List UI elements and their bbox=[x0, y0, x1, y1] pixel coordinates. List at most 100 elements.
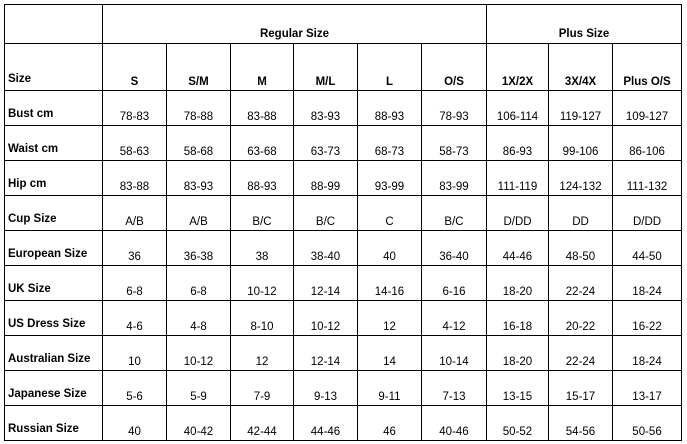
size-column-header: O/S bbox=[421, 43, 487, 91]
table-cell: 12 bbox=[230, 335, 294, 371]
size-column-header: 1X/2X bbox=[486, 43, 549, 91]
row-label: Cup Size bbox=[4, 195, 103, 231]
table-row: Japanese Size 5-6 5-9 7-9 9-13 9-11 7-13 13-15 1… bbox=[4, 370, 683, 406]
size-column-header: Plus O/S bbox=[611, 43, 683, 91]
table-row: Russian Size 40 40-42 42-44 44-46 46 40-46 50-5… bbox=[4, 405, 683, 441]
table-row: UK Size 6-8 6-8 10-12 12-14 14-16 6-16 18-20 22-… bbox=[4, 265, 683, 301]
table-cell: 86-106 bbox=[611, 125, 683, 161]
table-cell: 63-68 bbox=[230, 125, 294, 161]
table-row: Bust cm 78-83 78-88 83-88 83-93 88-93 78-93 106… bbox=[4, 90, 683, 126]
table-cell: 40 bbox=[357, 230, 422, 266]
table-cell: 54-56 bbox=[548, 405, 613, 441]
table-cell: 6-16 bbox=[421, 265, 487, 301]
table-cell: 36-38 bbox=[166, 230, 231, 266]
table-cell: 88-99 bbox=[293, 160, 358, 196]
table-cell: 111-132 bbox=[611, 160, 683, 196]
table-cell: 7-9 bbox=[230, 370, 294, 406]
row-label: European Size bbox=[4, 230, 103, 266]
table-cell: DD bbox=[548, 195, 613, 231]
table-cell: 12-14 bbox=[293, 265, 358, 301]
size-column-header: M bbox=[230, 43, 294, 91]
table-row: European Size 36 36-38 38 38-40 40 36-40 44-46 4… bbox=[4, 230, 683, 266]
table-cell: B/C bbox=[421, 195, 487, 231]
table-cell: 83-99 bbox=[421, 160, 487, 196]
row-label: US Dress Size bbox=[4, 300, 103, 336]
table-cell: 5-6 bbox=[102, 370, 167, 406]
table-cell: 16-18 bbox=[486, 300, 549, 336]
table-cell: 12-14 bbox=[293, 335, 358, 371]
table-cell: 7-13 bbox=[421, 370, 487, 406]
table-cell: 6-8 bbox=[102, 265, 167, 301]
table-cell: 14-16 bbox=[357, 265, 422, 301]
table-row: Australian Size 10 10-12 12 12-14 14 10-14 18-2… bbox=[4, 335, 683, 371]
table-cell: 20-22 bbox=[548, 300, 613, 336]
table-cell: 44-50 bbox=[611, 230, 683, 266]
table-cell: 38 bbox=[230, 230, 294, 266]
table-cell: 38-40 bbox=[293, 230, 358, 266]
table-cell: 99-106 bbox=[548, 125, 613, 161]
row-label: Australian Size bbox=[4, 335, 103, 371]
table-cell: 106-114 bbox=[486, 90, 549, 126]
table-cell: B/C bbox=[230, 195, 294, 231]
table-cell: 10-12 bbox=[293, 300, 358, 336]
table-cell: 40 bbox=[102, 405, 167, 441]
table-cell: 111-119 bbox=[486, 160, 549, 196]
table-cell: B/C bbox=[293, 195, 358, 231]
size-header-row: Size S S/M M M/L L O/S 1X/2X 3X/4X Plus O/S bbox=[4, 43, 683, 91]
table-cell: 40-42 bbox=[166, 405, 231, 441]
table-cell: 18-20 bbox=[486, 335, 549, 371]
table-cell: 58-63 bbox=[102, 125, 167, 161]
table-cell: 88-93 bbox=[230, 160, 294, 196]
table-cell: 5-9 bbox=[166, 370, 231, 406]
table-cell: 36 bbox=[102, 230, 167, 266]
row-label: Bust cm bbox=[4, 90, 103, 126]
row-label: Japanese Size bbox=[4, 370, 103, 406]
table-cell: 15-17 bbox=[548, 370, 613, 406]
table-cell: 14 bbox=[357, 335, 422, 371]
table-cell: 44-46 bbox=[293, 405, 358, 441]
empty-corner-cell bbox=[4, 4, 103, 44]
table-cell: 83-93 bbox=[166, 160, 231, 196]
size-chart-table: Regular Size Plus Size Size S S/M M M/L L O/S 1… bbox=[4, 4, 683, 441]
size-column-header: S/M bbox=[166, 43, 231, 91]
table-cell: 83-88 bbox=[102, 160, 167, 196]
table-cell: 58-73 bbox=[421, 125, 487, 161]
row-label: Hip cm bbox=[4, 160, 103, 196]
table-cell: 83-93 bbox=[293, 90, 358, 126]
table-cell: 18-24 bbox=[611, 265, 683, 301]
table-cell: 46 bbox=[357, 405, 422, 441]
size-column-header: S bbox=[102, 43, 167, 91]
table-cell: 13-17 bbox=[611, 370, 683, 406]
table-cell: 124-132 bbox=[548, 160, 613, 196]
table-row: Waist cm 58-63 58-68 63-68 63-73 68-73 58-73 86… bbox=[4, 125, 683, 161]
size-column-header: L bbox=[357, 43, 422, 91]
table-cell: 119-127 bbox=[548, 90, 613, 126]
table-cell: 4-8 bbox=[166, 300, 231, 336]
table-cell: 50-56 bbox=[611, 405, 683, 441]
table-cell: 18-24 bbox=[611, 335, 683, 371]
table-cell: 13-15 bbox=[486, 370, 549, 406]
row-label: Russian Size bbox=[4, 405, 103, 441]
size-column-header: 3X/4X bbox=[548, 43, 613, 91]
table-cell: 93-99 bbox=[357, 160, 422, 196]
table-cell: 44-46 bbox=[486, 230, 549, 266]
table-cell: 22-24 bbox=[548, 265, 613, 301]
table-cell: 9-11 bbox=[357, 370, 422, 406]
table-cell: 40-46 bbox=[421, 405, 487, 441]
table-cell: 16-22 bbox=[611, 300, 683, 336]
table-cell: 83-88 bbox=[230, 90, 294, 126]
table-cell: A/B bbox=[166, 195, 231, 231]
table-row: Cup Size A/B A/B B/C B/C C B/C D/DD DD D/DD bbox=[4, 195, 683, 231]
table-cell: 10 bbox=[102, 335, 167, 371]
table-cell: 10-12 bbox=[166, 335, 231, 371]
table-cell: 68-73 bbox=[357, 125, 422, 161]
table-cell: 22-24 bbox=[548, 335, 613, 371]
table-cell: 86-93 bbox=[486, 125, 549, 161]
table-cell: C bbox=[357, 195, 422, 231]
table-cell: 42-44 bbox=[230, 405, 294, 441]
row-label: UK Size bbox=[4, 265, 103, 301]
table-cell: 78-83 bbox=[102, 90, 167, 126]
table-cell: 4-6 bbox=[102, 300, 167, 336]
table-cell: 12 bbox=[357, 300, 422, 336]
table-row: Hip cm 83-88 83-93 88-93 88-99 93-99 83-99 111-… bbox=[4, 160, 683, 196]
